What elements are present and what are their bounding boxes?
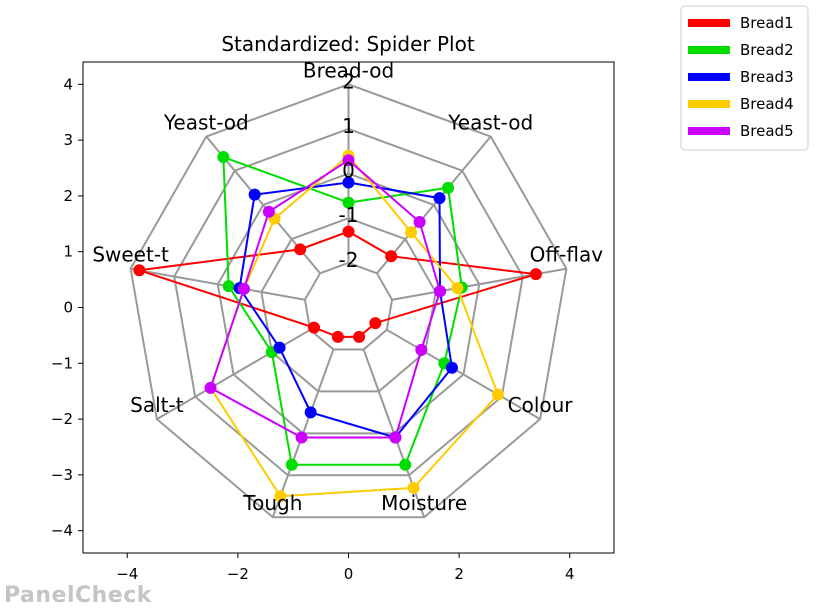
series-line-bread5 bbox=[209, 159, 442, 439]
axis-label-2: Sweet-t bbox=[92, 243, 169, 267]
series-layer bbox=[133, 149, 542, 503]
ring-labels: 2 1 0 -1 -2 bbox=[339, 69, 359, 272]
series-line-bread4 bbox=[209, 154, 500, 498]
data-point-bread1-1 bbox=[294, 243, 307, 256]
data-point-bread2-0 bbox=[342, 196, 355, 209]
x-tick-label-2: 0 bbox=[344, 565, 354, 583]
data-point-bread4-6 bbox=[491, 388, 504, 401]
data-point-bread5-4 bbox=[295, 431, 308, 444]
axis-labels: Bread-od Yeast-od Sweet-t Salt-t Tough Moistu… bbox=[92, 58, 603, 515]
data-point-bread5-7 bbox=[434, 285, 447, 298]
ring-label-1: 1 bbox=[342, 114, 355, 138]
axis-label-8: Yeast-od bbox=[447, 111, 533, 135]
y-tick-label-6: −2 bbox=[51, 410, 73, 428]
x-tick-label-4: 4 bbox=[565, 565, 575, 583]
data-point-bread1-2 bbox=[133, 264, 146, 277]
ring-label-3: -1 bbox=[339, 203, 359, 227]
data-point-bread3-6 bbox=[445, 361, 458, 374]
x-tick-label-1: −2 bbox=[227, 565, 249, 583]
grid-spoke-8 bbox=[376, 135, 492, 274]
data-point-bread2-8 bbox=[442, 181, 455, 194]
y-tick-label-1: 3 bbox=[63, 131, 73, 149]
legend-label-bread1: Bread1 bbox=[740, 14, 794, 32]
grid-ring-3 bbox=[260, 217, 437, 393]
axis-label-5: Moisture bbox=[381, 491, 467, 515]
data-point-bread1-0 bbox=[342, 225, 355, 238]
data-point-bread5-0 bbox=[342, 154, 355, 167]
data-point-bread1-7 bbox=[529, 268, 542, 281]
data-point-bread1-6 bbox=[369, 317, 382, 330]
chart-title: Standardized: Spider Plot bbox=[221, 32, 475, 56]
data-point-bread2-2 bbox=[222, 280, 235, 293]
series-line-bread2 bbox=[222, 155, 463, 466]
data-point-bread3-3 bbox=[273, 341, 286, 354]
data-point-bread5-2 bbox=[237, 282, 250, 295]
ring-label-4: -2 bbox=[339, 248, 359, 272]
y-tick-label-0: 4 bbox=[63, 75, 73, 93]
axis-ticks: −4 −2 0 2 4 4 3 2 1 0 −1 −2 −3 −4 bbox=[51, 75, 575, 583]
axis-label-4: Tough bbox=[242, 491, 302, 515]
axis-label-1: Yeast-od bbox=[163, 111, 249, 135]
legend-label-bread3: Bread3 bbox=[740, 68, 794, 86]
panelcheck-watermark: PanelCheck bbox=[4, 583, 152, 608]
data-point-bread4-4 bbox=[274, 490, 287, 503]
data-point-bread3-4 bbox=[304, 406, 317, 419]
data-point-bread3-8 bbox=[433, 192, 446, 205]
data-point-bread1-8 bbox=[385, 250, 398, 263]
data-point-bread3-1 bbox=[248, 188, 261, 201]
grid-ring-1 bbox=[173, 127, 524, 477]
legend-label-bread4: Bread4 bbox=[740, 95, 794, 113]
data-point-bread5-1 bbox=[262, 205, 275, 218]
data-point-bread2-1 bbox=[217, 151, 230, 164]
grid-spoke-6 bbox=[386, 328, 541, 420]
axis-label-7: Off-flav bbox=[530, 243, 604, 267]
data-point-bread1-3 bbox=[308, 321, 321, 334]
data-point-bread2-4 bbox=[285, 458, 298, 471]
ring-label-0: 2 bbox=[342, 69, 355, 93]
axis-label-3: Salt-t bbox=[130, 393, 184, 417]
data-point-bread2-5 bbox=[399, 458, 412, 471]
series-line-bread3 bbox=[238, 181, 454, 439]
grid-ring-0 bbox=[129, 83, 568, 519]
series-line-bread1 bbox=[139, 230, 537, 338]
data-point-bread4-5 bbox=[407, 481, 420, 494]
y-tick-label-4: 0 bbox=[63, 299, 73, 317]
axis-label-0: Bread-od bbox=[303, 58, 394, 82]
y-tick-label-3: 1 bbox=[63, 243, 73, 261]
x-tick-label-3: 2 bbox=[454, 565, 464, 583]
grid-spoke-2 bbox=[130, 267, 306, 301]
data-point-bread5-8 bbox=[413, 216, 426, 229]
data-point-bread5-5 bbox=[389, 431, 402, 444]
data-point-bread4-8 bbox=[405, 226, 418, 239]
legend-box bbox=[680, 5, 809, 151]
data-point-bread4-7 bbox=[451, 282, 464, 295]
data-point-bread5-3 bbox=[204, 381, 217, 394]
axis-label-6: Colour bbox=[508, 393, 574, 417]
legend: Bread1 Bread2 Bread3 Bread4 Bread5 bbox=[680, 5, 809, 151]
data-point-bread5-6 bbox=[415, 343, 428, 356]
y-tick-label-7: −3 bbox=[51, 466, 73, 484]
ring-label-2: 0 bbox=[342, 159, 355, 183]
y-tick-label-5: −1 bbox=[51, 354, 73, 372]
y-tick-label-2: 2 bbox=[63, 187, 73, 205]
grid-ring-4 bbox=[303, 261, 394, 351]
data-point-bread3-0 bbox=[342, 176, 355, 189]
legend-label-bread2: Bread2 bbox=[740, 41, 794, 59]
x-tick-label-0: −4 bbox=[116, 565, 138, 583]
legend-label-bread5: Bread5 bbox=[740, 122, 794, 140]
data-point-bread1-4 bbox=[331, 330, 344, 343]
y-tick-label-8: −4 bbox=[51, 522, 73, 540]
data-point-bread1-5 bbox=[353, 330, 366, 343]
